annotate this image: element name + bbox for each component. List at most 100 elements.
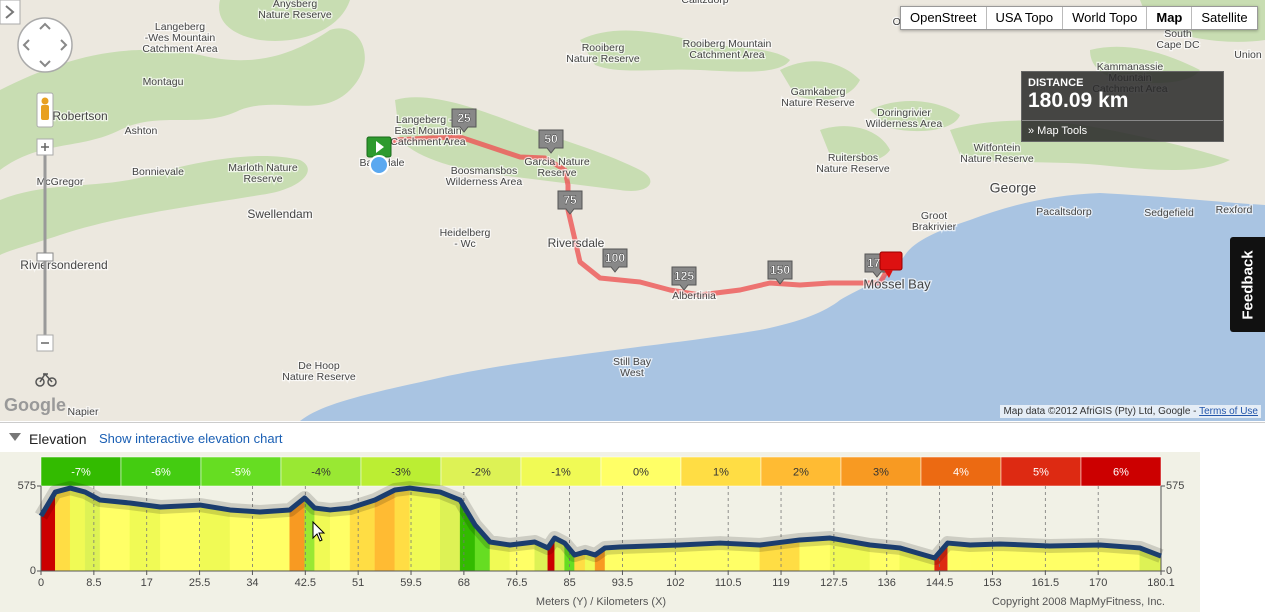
copyright: Copyright 2008 MapMyFitness, Inc. — [992, 596, 1165, 608]
grade-fill — [160, 504, 201, 572]
collapse-toggle[interactable] — [9, 433, 21, 441]
place-label: De Hoop — [298, 360, 340, 372]
place-label: Riviersonderend — [20, 258, 107, 272]
grade-swatch — [600, 456, 682, 487]
place-label: Gamkaberg — [791, 86, 846, 98]
grade-label: -1% — [551, 466, 571, 478]
x-tick-label: 59.5 — [400, 577, 421, 589]
grade-label: -4% — [311, 466, 331, 478]
place-label: Anysberg — [273, 0, 318, 10]
map-tools[interactable]: » Map Tools — [1022, 120, 1223, 141]
start-marker[interactable] — [366, 136, 392, 175]
place-label: Doringrivier — [877, 107, 931, 119]
street-view-control[interactable] — [36, 92, 54, 128]
x-tick-label: 153 — [983, 577, 1001, 589]
place-label: Kammanassie — [1097, 61, 1164, 73]
grade-label: 5% — [1033, 466, 1049, 478]
y2-tick-label: 0 — [1166, 565, 1172, 577]
grade-swatch — [360, 456, 442, 487]
layer-button[interactable]: World Topo — [1063, 7, 1148, 29]
place-label: George — [990, 180, 1037, 196]
grade-swatch — [520, 456, 602, 487]
place-label: McGregor — [37, 176, 84, 188]
grade-swatch — [920, 456, 1002, 487]
x-tick-label: 136 — [878, 577, 896, 589]
place-label: Napier — [68, 406, 99, 418]
ocean — [300, 193, 1265, 421]
marker-shape — [602, 248, 628, 273]
x-tick-label: 161.5 — [1032, 577, 1060, 589]
grade-fill — [259, 509, 291, 572]
grade-label: 1% — [713, 466, 729, 478]
distance-label: DISTANCE — [1028, 77, 1084, 89]
marker-label: 100 — [605, 251, 625, 265]
place-label: Pacaltsdorp — [1036, 206, 1092, 218]
place-label: Nature Reserve — [781, 97, 855, 109]
pan-control[interactable] — [17, 17, 73, 73]
layer-button[interactable]: Map — [1147, 7, 1193, 29]
x-tick-label: 119 — [772, 577, 790, 589]
place-label: Nature Reserve — [258, 9, 332, 21]
marker-label: 75 — [563, 193, 577, 207]
place-label: Groot — [921, 210, 947, 222]
x-tick-label: 17 — [141, 577, 153, 589]
elevation-chart: -7% -6% -5% -4% -3% -2% -1% 0% 1% 2% 3% 4% 5% 6% 0 8.5 1… — [0, 452, 1200, 612]
elevation-line — [38, 485, 1162, 561]
layer-button[interactable]: USA Topo — [987, 7, 1064, 29]
x-tick-label: 85 — [563, 577, 575, 589]
place-label: Still Bay — [613, 356, 652, 368]
feedback-tab[interactable]: Feedback — [1230, 237, 1265, 332]
expand-button[interactable] — [0, 0, 21, 25]
place-label: Sedgefield — [1144, 207, 1194, 219]
map-attribution: Map data ©2012 AfriGIS (Pty) Ltd, Google… — [1000, 405, 1261, 418]
x-tick-label: 8.5 — [86, 577, 101, 589]
feedback-label: Feedback — [1239, 249, 1256, 320]
x-tick-label: 0 — [38, 577, 44, 589]
place-label: Montagu — [143, 76, 184, 88]
x-tick-label: 51 — [352, 577, 364, 589]
distance-value: 180.09 km — [1028, 89, 1129, 112]
marker-shape — [767, 260, 793, 285]
mouse-cursor — [312, 520, 326, 542]
marker-label: 25 — [457, 111, 471, 125]
grade-label: -7% — [71, 466, 91, 478]
place-label: Wilderness Area — [866, 118, 943, 130]
x-tick-label: 144.5 — [926, 577, 954, 589]
place-label: Garcia Nature — [524, 156, 590, 168]
x-tick-label: 127.5 — [820, 577, 848, 589]
place-label: West — [620, 367, 644, 379]
place-label: Boosmansbos — [451, 165, 518, 177]
end-marker[interactable] — [879, 251, 903, 278]
x-tick-label: 42.5 — [295, 577, 316, 589]
terms-link[interactable]: Terms of Use — [1199, 406, 1258, 417]
place-label: Albertinia — [672, 290, 716, 302]
x-tick-label: 170 — [1089, 577, 1107, 589]
place-label: Riversdale — [548, 236, 605, 250]
place-label: South — [1164, 28, 1192, 40]
layer-button[interactable]: Satellite — [1201, 10, 1248, 25]
bike-icon[interactable] — [35, 372, 57, 387]
attribution-text: Map data ©2012 AfriGIS (Pty) Ltd, Google… — [1003, 406, 1200, 417]
marker-label: 150 — [770, 263, 790, 277]
y-tick-label: 0 — [30, 565, 36, 577]
x-tick-label: 102 — [666, 577, 684, 589]
grade-label: -2% — [471, 466, 491, 478]
grade-fill — [229, 509, 261, 572]
grade-swatch — [120, 456, 202, 487]
x-tick-label: 180.1 — [1147, 577, 1175, 589]
marker-shape — [451, 108, 477, 133]
grade-fill — [409, 487, 441, 572]
interactive-chart-link[interactable]: Show interactive elevation chart — [99, 431, 283, 446]
layer-button[interactable]: OpenStreet — [901, 7, 987, 29]
marker-shape — [538, 129, 564, 154]
grade-swatch — [1080, 456, 1162, 487]
y-tick-label: 575 — [18, 480, 36, 492]
place-label: East Mountain — [394, 125, 461, 137]
place-label: -Wes Mountain — [145, 32, 216, 44]
x-tick-label: 76.5 — [506, 577, 527, 589]
distance-panel: DISTANCE 180.09 km » Map Tools — [1021, 71, 1224, 142]
zoom-control[interactable] — [36, 138, 54, 352]
